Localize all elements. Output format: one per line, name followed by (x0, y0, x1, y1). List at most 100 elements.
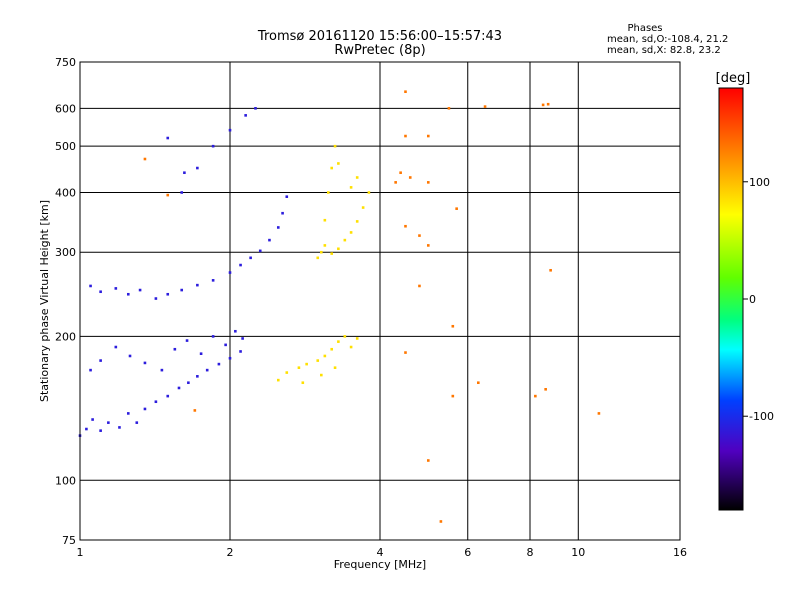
data-point (361, 206, 365, 209)
y-tick-label: 600 (55, 102, 76, 115)
data-point (439, 520, 443, 523)
colorbar-tick-label: 0 (749, 293, 756, 306)
y-tick-label: 300 (55, 246, 76, 259)
data-point (239, 350, 242, 353)
data-point (107, 421, 110, 424)
data-point (85, 427, 88, 431)
data-point (99, 359, 102, 362)
data-point (349, 345, 353, 349)
data-point (99, 290, 102, 294)
x-tick-label: 2 (227, 546, 234, 559)
data-point (404, 90, 407, 94)
plot-frame (79, 61, 681, 541)
data-point (367, 191, 371, 194)
data-point (297, 366, 301, 369)
data-point (546, 102, 550, 106)
data-point (183, 171, 186, 175)
data-point (249, 256, 252, 260)
data-point (89, 368, 92, 372)
colorbar-ticks: 100 0 -100 (743, 176, 774, 423)
data-point (185, 339, 189, 342)
data-point (541, 103, 545, 107)
data-point (281, 211, 284, 215)
data-point (199, 352, 203, 355)
data-point (126, 292, 130, 296)
data-point (211, 144, 215, 148)
data-point (166, 193, 170, 197)
stats-x-mode: mean, sd,X: 82.8, 23.2 (607, 45, 721, 56)
data-point (404, 224, 407, 228)
data-point (327, 191, 330, 194)
x-axis-label: Frequency [MHz] (334, 558, 426, 571)
colorbar-tick-label: 100 (749, 176, 770, 189)
colorbar-tick-label: -100 (749, 410, 774, 423)
data-point (426, 134, 430, 138)
data-point (323, 218, 327, 222)
data-point (330, 252, 334, 255)
data-point (477, 381, 480, 385)
x-tick-label: 10 (571, 546, 585, 559)
data-point (333, 144, 337, 148)
data-point (451, 394, 455, 398)
data-point (323, 354, 327, 358)
data-point (180, 288, 184, 292)
data-point (205, 368, 209, 372)
data-point (239, 263, 242, 267)
data-point (89, 284, 92, 288)
data-point (91, 418, 94, 421)
y-axis-label: Stationary phase Virtual Height [km] (38, 200, 51, 402)
data-point (355, 176, 359, 179)
data-point (154, 297, 158, 300)
data-point (180, 191, 184, 194)
data-point (166, 292, 170, 296)
data-point (217, 362, 221, 366)
x-axis: 1 2 4 6 8 10 16 (77, 546, 688, 559)
data-point (196, 375, 199, 378)
data-point (337, 162, 340, 165)
data-point (126, 412, 130, 415)
data-point (143, 407, 147, 411)
data-point (135, 421, 139, 424)
grid-lines (80, 62, 680, 540)
data-point (196, 283, 199, 287)
y-tick-label: 500 (55, 140, 76, 153)
data-point (394, 181, 397, 184)
chart-title: Tromsø 20161120 15:56:00–15:57:43 (257, 29, 502, 44)
data-point (418, 284, 421, 288)
data-point (316, 256, 320, 260)
stats-o-mode: mean, sd,O:-108.4, 21.2 (607, 34, 728, 45)
data-point (196, 166, 199, 170)
data-point (211, 335, 215, 338)
data-point (114, 287, 118, 290)
data-point (544, 388, 547, 391)
colorbar (718, 87, 744, 511)
data-point (597, 412, 601, 415)
data-points (78, 90, 601, 523)
data-point (118, 426, 121, 429)
y-tick-label: 200 (55, 330, 76, 343)
data-point (320, 373, 323, 377)
data-point (244, 114, 247, 117)
data-point (276, 378, 280, 382)
data-point (426, 244, 430, 247)
data-point (193, 409, 197, 412)
data-point (451, 324, 455, 328)
data-point (254, 107, 257, 110)
y-tick-label: 75 (62, 534, 76, 547)
data-point (143, 157, 147, 161)
data-point (330, 166, 334, 170)
data-point (483, 105, 487, 108)
stats-heading: Phases (627, 23, 662, 34)
data-point (160, 368, 164, 372)
data-point (285, 371, 289, 374)
y-tick-label: 400 (55, 186, 76, 199)
data-point (404, 351, 407, 354)
data-point (234, 329, 237, 333)
data-point (114, 345, 118, 349)
data-point (455, 207, 458, 210)
data-point (426, 459, 430, 462)
data-point (355, 337, 359, 340)
data-point (337, 247, 340, 251)
